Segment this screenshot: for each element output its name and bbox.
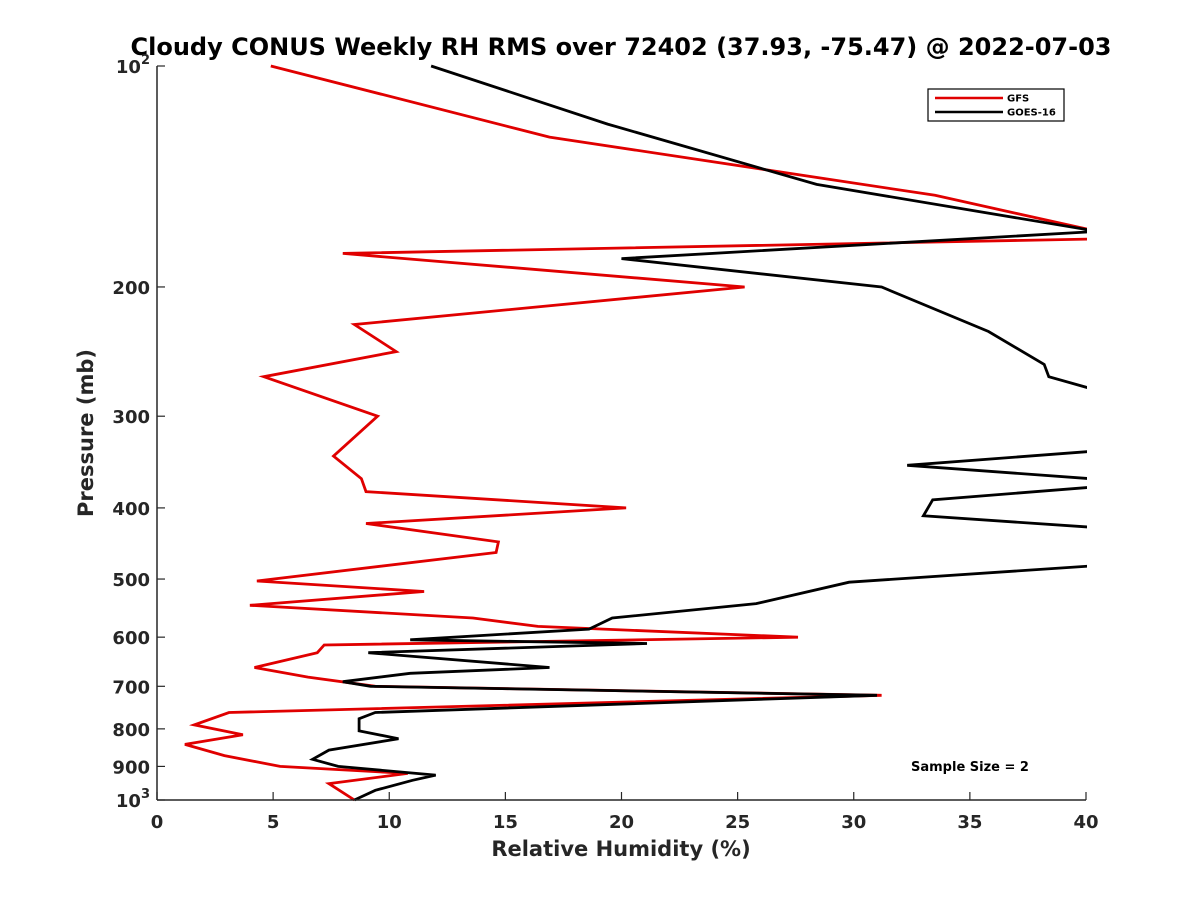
- legend-box: [927, 88, 1065, 122]
- legend-label-gfs: GFS: [1007, 94, 1029, 105]
- y-tick-label: 500: [112, 570, 150, 591]
- legend: GFS GOES-16: [927, 88, 1065, 122]
- legend-label-goes16: GOES-16: [1007, 108, 1056, 119]
- chart-title: Cloudy CONUS Weekly RH RMS over 72402 (3…: [131, 33, 1112, 61]
- y-tick-label: 600: [112, 628, 150, 649]
- y-tick-label: 300: [112, 407, 150, 428]
- y-tick-label: 400: [112, 499, 150, 520]
- y-tick-label: 200: [112, 278, 150, 299]
- y-axis-title: Pressure (mb): [74, 349, 98, 517]
- y-tick-label: 900: [112, 757, 150, 778]
- x-tick-label: 10: [377, 812, 402, 833]
- y-tick-label: 700: [112, 677, 150, 698]
- y-tick-label: 102: [116, 53, 150, 78]
- plot-area: 0 5 10 15 20 25 30 35 40 102 200 300 400 500 600 700 80…: [112, 53, 1098, 833]
- x-tick-label: 35: [957, 812, 982, 833]
- y-axis-ticks: 102 200 300 400 500 600 700 800 900 103: [112, 53, 165, 812]
- x-tick-label: 0: [151, 812, 164, 833]
- x-tick-label: 40: [1073, 812, 1098, 833]
- series-layer: [184, 64, 1087, 802]
- x-axis-ticks: 0 5 10 15 20 25 30 35 40: [151, 792, 1099, 833]
- x-tick-label: 5: [267, 812, 280, 833]
- series-line-gfs: [184, 64, 1087, 802]
- series-line-goes16: [308, 64, 1087, 802]
- x-tick-label: 25: [725, 812, 750, 833]
- sample-size-annotation: Sample Size = 2: [911, 760, 1029, 775]
- x-tick-label: 15: [493, 812, 518, 833]
- x-tick-label: 20: [609, 812, 634, 833]
- y-tick-label: 103: [116, 787, 150, 812]
- x-tick-label: 30: [841, 812, 866, 833]
- x-axis-title: Relative Humidity (%): [491, 837, 750, 861]
- y-tick-label: 800: [112, 720, 150, 741]
